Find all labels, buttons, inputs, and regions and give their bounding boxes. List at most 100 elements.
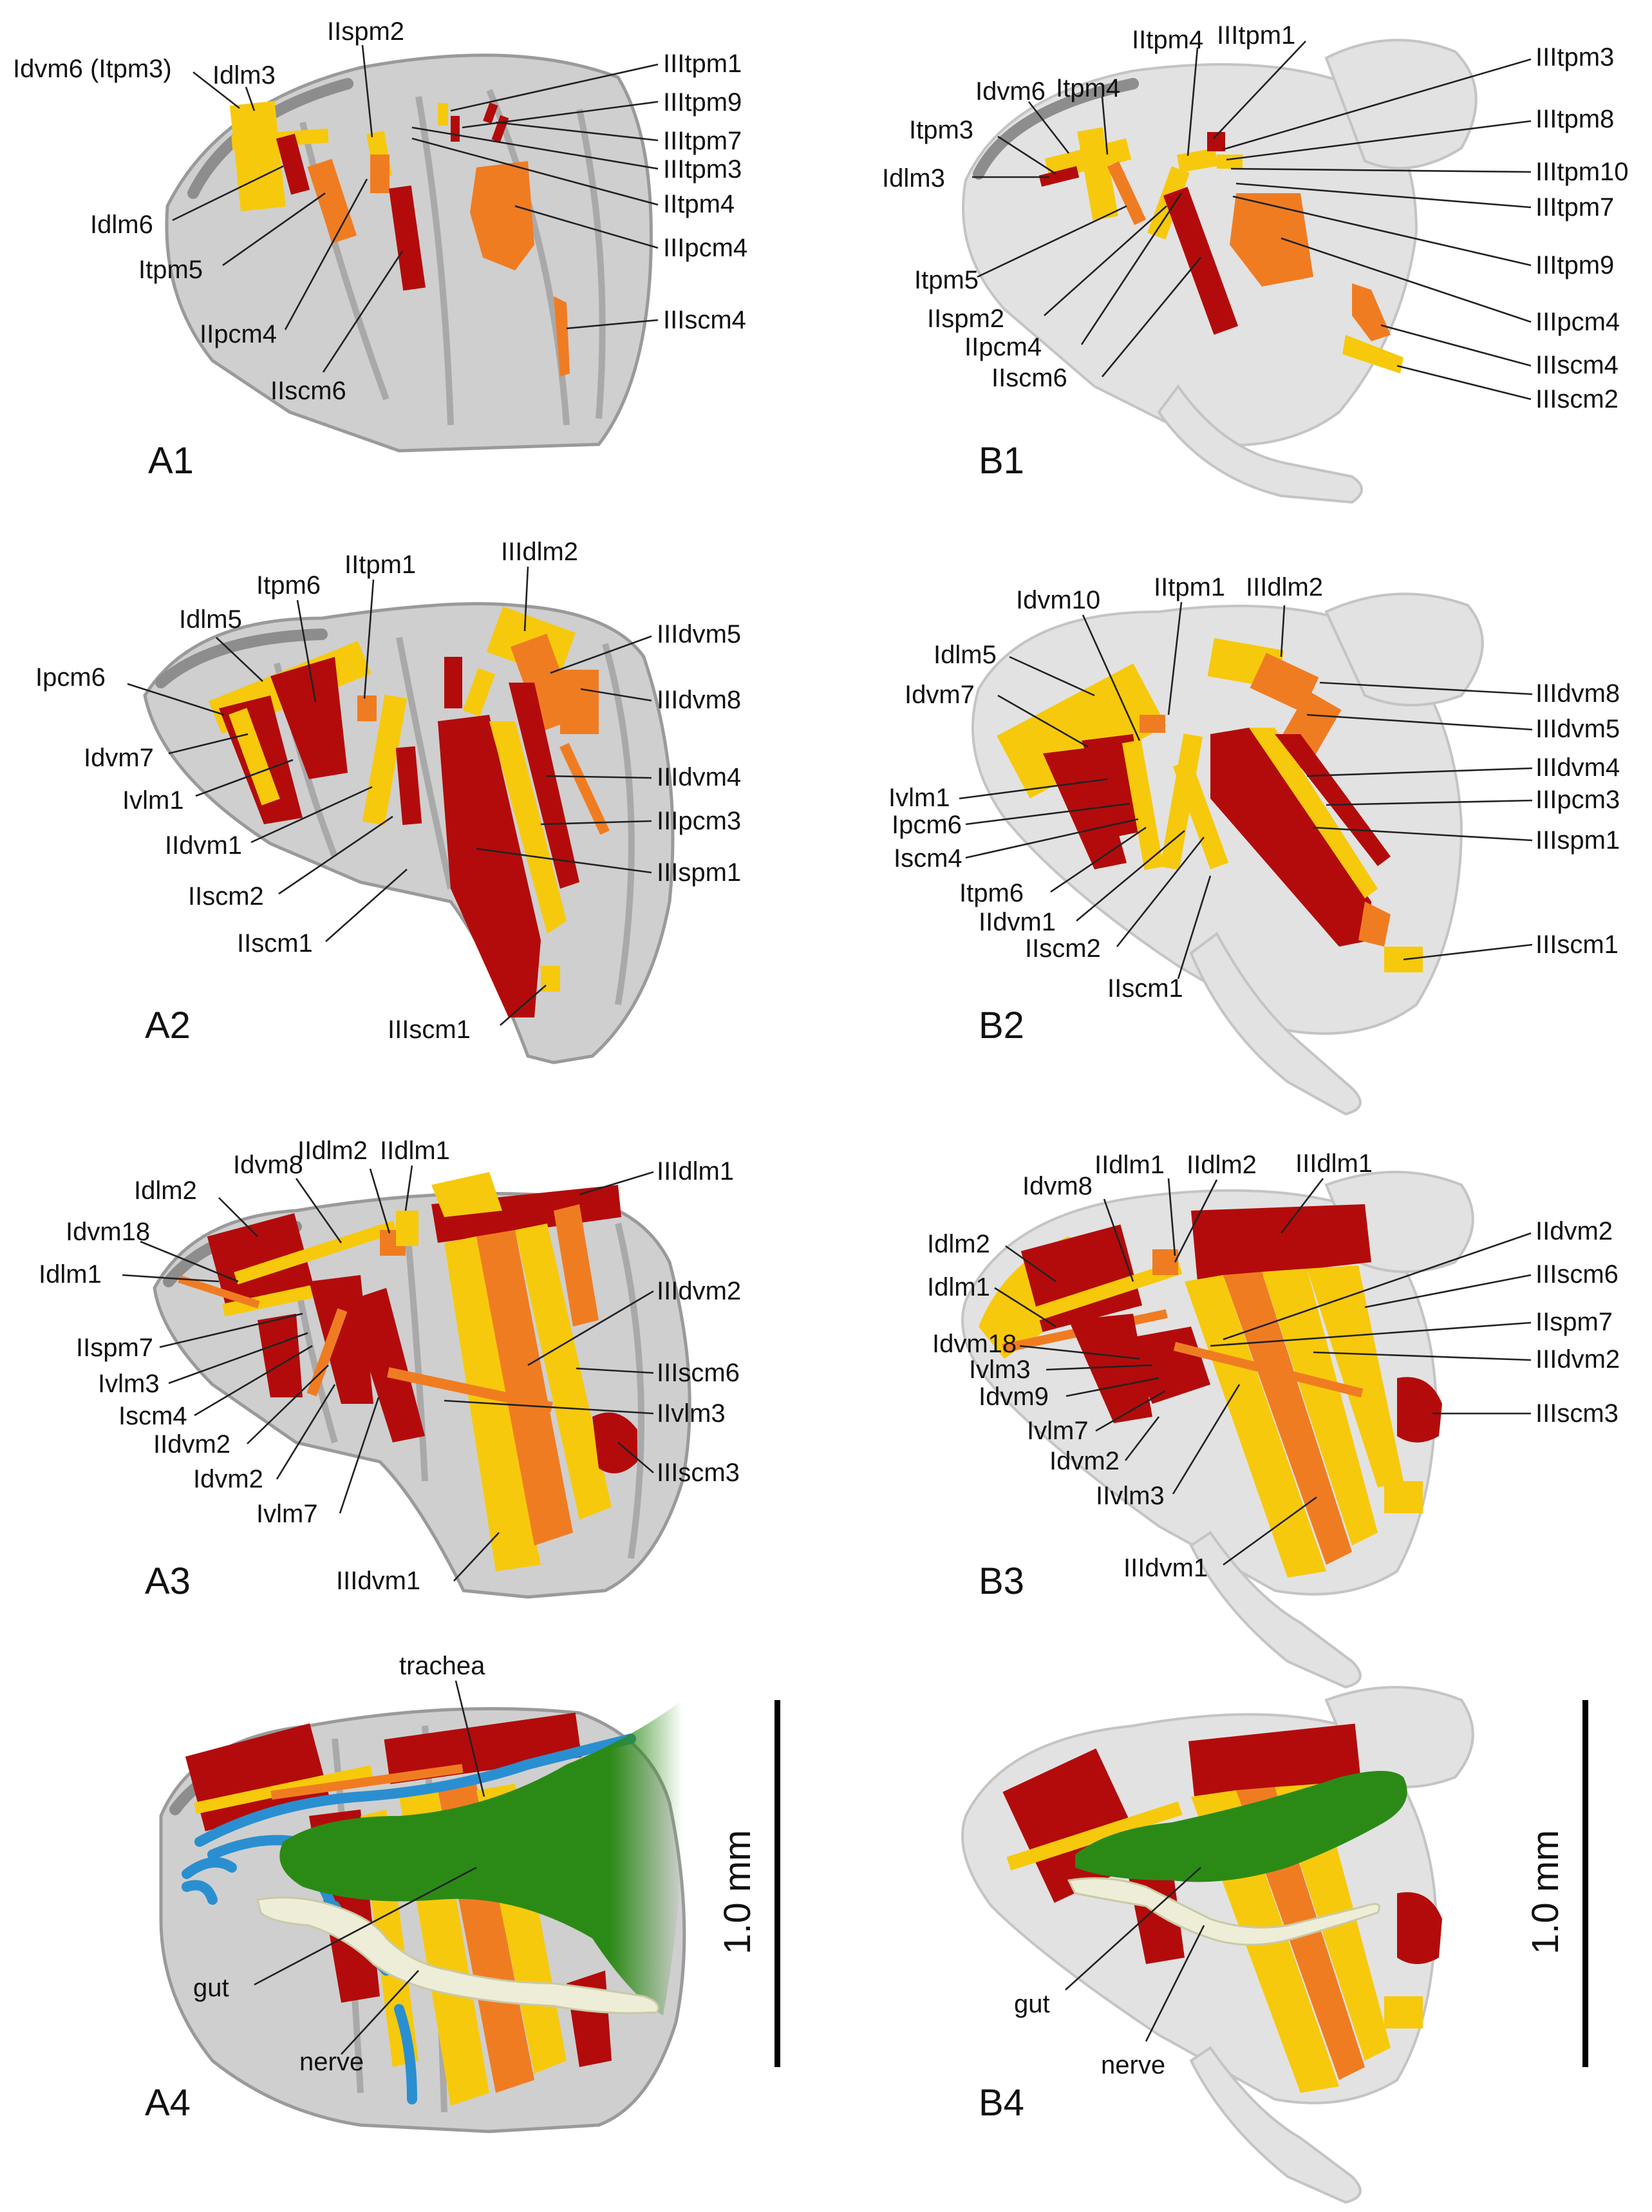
panel-a3: IIdlm2 IIdlm1 Idvm8 Idlm2 Idvm18 Idlm1 I… bbox=[39, 1137, 741, 1602]
a3-label: Ivlm7 bbox=[256, 1500, 318, 1528]
b3-label: Idvm8 bbox=[1022, 1172, 1093, 1200]
a4-trachea-branch bbox=[182, 1857, 237, 1905]
a4-gut-shape bbox=[279, 1700, 682, 2016]
b4-gut-shape bbox=[1075, 1771, 1407, 1882]
a3-label: IIdvm2 bbox=[153, 1430, 230, 1459]
b2-label: IIIscm1 bbox=[1535, 931, 1619, 959]
panel-b1: IIItpm1 IItpm4 Itpm4 Idvm6 Itpm3 Idlm3 I… bbox=[882, 21, 1629, 504]
a2-label: IIIdvm5 bbox=[657, 620, 741, 648]
b3-label: IIIdvm1 bbox=[1123, 1554, 1208, 1582]
b2-label: Idlm5 bbox=[934, 641, 997, 669]
b2-muscles bbox=[997, 638, 1423, 972]
a2-label: Idvm7 bbox=[84, 744, 154, 772]
a2-label: IIscm1 bbox=[237, 929, 313, 958]
b1-leader-lines bbox=[972, 41, 1532, 401]
a2-leader-lines bbox=[127, 566, 652, 1026]
panel-a1: Idvm6 (Itpm3) Idlm3 IIspm2 IIItpm1 IIItp… bbox=[13, 17, 747, 482]
a4-labels: trachea gut nerve A4 bbox=[145, 1652, 485, 2124]
b1-label: IIItpm10 bbox=[1535, 158, 1629, 186]
b3-label: IIIscm3 bbox=[1535, 1399, 1619, 1428]
b3-label: Idvm2 bbox=[1049, 1447, 1120, 1475]
a3-label: IIIdvm1 bbox=[336, 1567, 420, 1595]
b2-label: Idvm7 bbox=[905, 681, 975, 709]
b3-label: Idlm2 bbox=[927, 1230, 990, 1258]
b3-label: IIIdvm2 bbox=[1535, 1345, 1620, 1374]
a2-label: IIdvm1 bbox=[165, 831, 242, 860]
a3-label: Idvm8 bbox=[233, 1151, 303, 1179]
b1-label: IIpcm4 bbox=[964, 333, 1042, 361]
b1-label: IIspm2 bbox=[927, 305, 1004, 333]
b1-labels: IIItpm1 IItpm4 Itpm4 Idvm6 Itpm3 Idlm3 I… bbox=[882, 21, 1629, 482]
panel-tag-a2: A2 bbox=[145, 1005, 191, 1046]
a1-label: IIpcm4 bbox=[200, 320, 277, 348]
b1-label: IIItpm7 bbox=[1535, 193, 1614, 222]
b1-label: IItpm4 bbox=[1132, 26, 1203, 54]
a1-label: Idvm6 (Itpm3) bbox=[13, 55, 172, 83]
a1-label: IIItpm1 bbox=[663, 50, 742, 78]
a3-label: IIvlm3 bbox=[657, 1399, 726, 1428]
panel-a4: 1.0 mm trachea gut nerve A4 bbox=[145, 1652, 780, 2133]
a4-scale-bar-line bbox=[774, 1700, 780, 2067]
a1-label: IItpm4 bbox=[663, 190, 735, 218]
b3-label: Idvm18 bbox=[932, 1330, 1017, 1358]
b2-label: IItpm1 bbox=[1154, 573, 1225, 601]
panel-tag-a1: A1 bbox=[148, 440, 194, 482]
b3-label: IIdlm1 bbox=[1094, 1151, 1165, 1179]
a2-label: Ipcm6 bbox=[35, 663, 106, 692]
a2-label: IIIdvm8 bbox=[657, 686, 741, 714]
b1-label: IIItpm1 bbox=[1217, 21, 1295, 50]
a1-labels: Idvm6 (Itpm3) Idlm3 IIspm2 IIItpm1 IIItp… bbox=[13, 17, 747, 482]
a2-label: IIIscm1 bbox=[388, 1016, 471, 1044]
b4-leader-lines bbox=[1065, 1867, 1205, 2042]
b2-label: Itpm6 bbox=[959, 879, 1024, 907]
b3-label: IIspm7 bbox=[1535, 1308, 1613, 1336]
a1-label: IIIpcm4 bbox=[663, 234, 747, 262]
b1-label: IIscm6 bbox=[991, 364, 1067, 392]
a1-label: IIItpm9 bbox=[663, 88, 742, 117]
b3-label: Idlm1 bbox=[927, 1273, 990, 1301]
a4-label: trachea bbox=[399, 1652, 485, 1680]
b1-thorax-render bbox=[962, 39, 1478, 504]
b4-label: gut bbox=[1014, 1990, 1050, 2018]
b3-label: Ivlm7 bbox=[1027, 1417, 1089, 1445]
b4-label: nerve bbox=[1101, 2051, 1165, 2079]
panel-a2: IIIdlm2 IItpm1 Itpm6 Idlm5 Ipcm6 IIIdvm5… bbox=[35, 538, 741, 1064]
b2-label: IIIdvm5 bbox=[1535, 715, 1620, 743]
b2-label: IIscm2 bbox=[1025, 934, 1101, 963]
b2-label: Ivlm1 bbox=[888, 784, 950, 812]
b4-labels: gut nerve B4 bbox=[979, 1990, 1165, 2124]
b1-label: Idvm6 bbox=[975, 77, 1046, 106]
b3-label: Ivlm3 bbox=[969, 1356, 1031, 1384]
b3-label: IIIdlm1 bbox=[1295, 1149, 1373, 1178]
b1-label: Itpm5 bbox=[914, 266, 979, 294]
a3-label: Idlm1 bbox=[39, 1260, 102, 1289]
b2-label: Iscm4 bbox=[894, 844, 962, 873]
b3-labels: IIdlm1 IIdlm2 IIIdlm1 Idvm8 Idlm2 Idlm1 … bbox=[927, 1149, 1620, 1602]
b1-label: Itpm3 bbox=[909, 116, 973, 144]
b2-labels: IItpm1 IIIdlm2 Idvm10 Idlm5 Idvm7 IIIdvm… bbox=[888, 573, 1620, 1046]
b2-label: IIdvm1 bbox=[979, 908, 1056, 936]
a2-label: Itpm6 bbox=[256, 571, 321, 600]
a3-label: Idvm18 bbox=[66, 1218, 150, 1246]
b2-label: IIIspm1 bbox=[1535, 826, 1620, 855]
b1-label: IIIpcm4 bbox=[1535, 308, 1620, 336]
b3-label: Idvm9 bbox=[979, 1383, 1049, 1411]
b4-nerve-cord bbox=[1067, 1877, 1380, 1946]
b3-label: IIIscm6 bbox=[1535, 1260, 1619, 1289]
a4-scale-label: 1.0 mm bbox=[717, 1830, 758, 1954]
panel-b3: IIdlm1 IIdlm2 IIIdlm1 Idvm8 Idlm2 Idlm1 … bbox=[927, 1149, 1620, 1689]
a2-label: IIIdlm2 bbox=[501, 538, 578, 566]
a4-trachea-tube bbox=[194, 1734, 636, 1847]
a2-label: IIIpcm3 bbox=[657, 807, 741, 835]
a2-label: IIscm2 bbox=[188, 882, 264, 911]
panel-tag-a4: A4 bbox=[145, 2082, 191, 2124]
a1-label: Idlm6 bbox=[90, 211, 153, 239]
b2-label: IIIdvm8 bbox=[1535, 679, 1620, 708]
b3-leader-lines bbox=[994, 1178, 1532, 1566]
a1-label: Itpm5 bbox=[138, 256, 203, 284]
b1-muscles bbox=[1038, 127, 1403, 373]
a2-labels: IIIdlm2 IItpm1 Itpm6 Idlm5 Ipcm6 IIIdvm5… bbox=[35, 538, 741, 1046]
a3-label: IIspm7 bbox=[76, 1334, 153, 1362]
b1-label: IIItpm9 bbox=[1535, 251, 1614, 279]
